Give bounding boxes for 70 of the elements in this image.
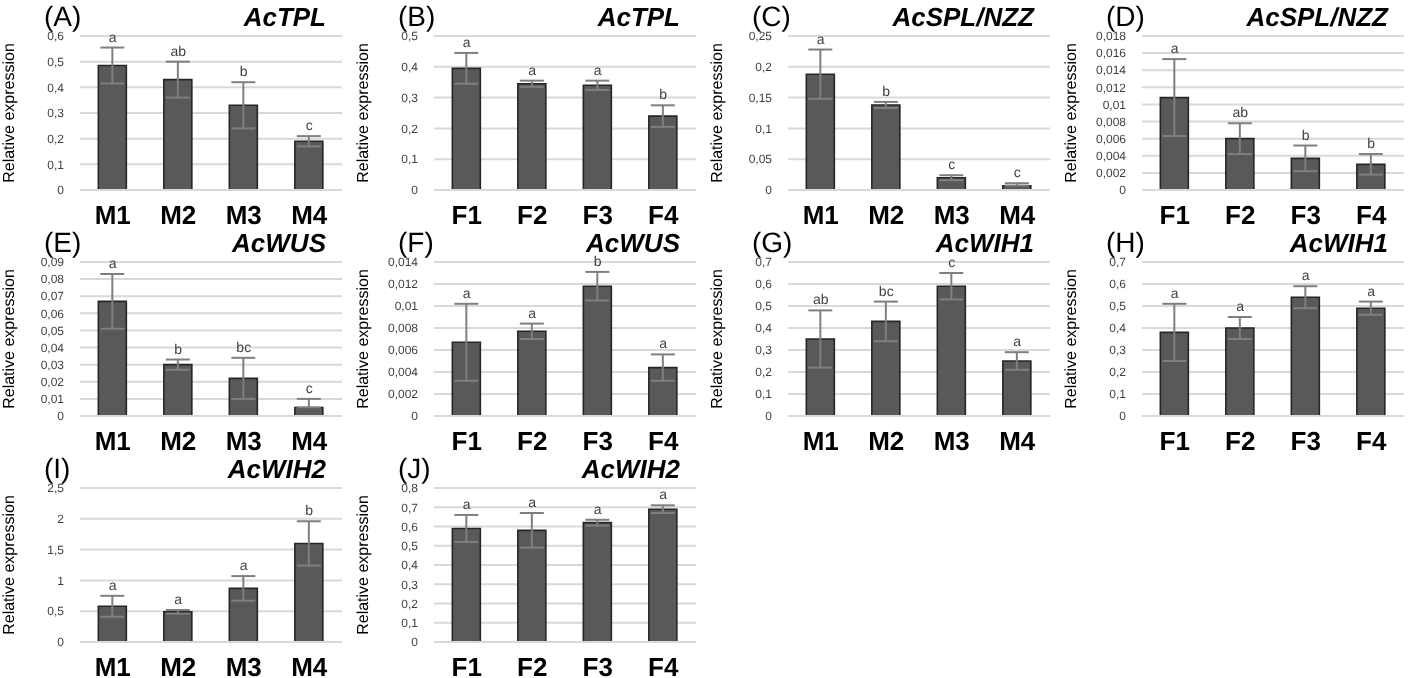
x-tick-label: F1 — [451, 200, 482, 231]
chart-subtitle: AcWUS — [232, 228, 326, 258]
x-tick-label: F1 — [1159, 200, 1190, 231]
x-tick-label: M1 — [802, 200, 839, 231]
x-tick-label: F1 — [1159, 426, 1190, 457]
x-tick-label: F2 — [517, 200, 548, 231]
x-tick-label: F4 — [1356, 426, 1388, 457]
x-tick-label: M1 — [802, 426, 839, 457]
x-tick-label: F2 — [517, 652, 548, 678]
x-tick-label: F4 — [1356, 200, 1388, 231]
chart-subtitle: AcWIH2 — [227, 454, 326, 484]
x-tick-label: M1 — [94, 426, 131, 457]
x-tick-label: F1 — [451, 652, 482, 678]
x-tick-label: F3 — [582, 200, 613, 231]
chart-subtitle: AcSPL/NZZ — [1246, 2, 1388, 32]
x-tick-label: M1 — [94, 652, 131, 678]
chart-subtitle: AcWIH2 — [581, 454, 680, 484]
y-axis-title: Relative expression — [0, 269, 18, 409]
chart-title: (F) — [398, 226, 434, 258]
x-tick-label: F3 — [582, 652, 613, 678]
y-axis-title: Relative expression — [353, 43, 372, 183]
chart-title: (J) — [398, 452, 431, 484]
chart-subtitle: AcSPL/NZZ — [892, 2, 1034, 32]
x-tick-label: F2 — [517, 426, 548, 457]
x-tick-label: M2 — [160, 426, 197, 457]
x-tick-label: M4 — [291, 652, 329, 678]
chart-title: (B) — [398, 0, 436, 32]
y-axis-title: Relative expression — [353, 495, 372, 635]
chart-title: (I) — [44, 452, 71, 484]
chart-title: (G) — [752, 226, 793, 258]
y-axis-title: Relative expression — [0, 43, 18, 183]
x-tick-label: M2 — [868, 200, 905, 231]
chart-title: (D) — [1106, 0, 1145, 32]
x-tick-label: M3 — [225, 200, 262, 231]
x-tick-label: F3 — [1290, 426, 1321, 457]
x-tick-label: M1 — [94, 200, 131, 231]
chart-title: (H) — [1106, 226, 1145, 258]
x-tick-label: M4 — [999, 426, 1037, 457]
x-tick-label: F2 — [1225, 200, 1256, 231]
x-tick-label: M3 — [933, 426, 970, 457]
x-tick-label: M2 — [160, 200, 197, 231]
y-axis-title: Relative expression — [707, 269, 726, 409]
x-tick-label: F1 — [451, 426, 482, 457]
x-tick-label: M3 — [933, 200, 970, 231]
y-axis-title: Relative expression — [0, 495, 18, 635]
x-tick-label: F4 — [648, 426, 680, 457]
y-axis-title: Relative expression — [353, 269, 372, 409]
chart-subtitle: AcWIH1 — [1289, 228, 1388, 258]
y-axis-title: Relative expression — [1061, 43, 1080, 183]
chart-subtitle: AcTPL — [243, 2, 326, 32]
x-tick-label: F3 — [582, 426, 613, 457]
chart-subtitle: AcWIH1 — [935, 228, 1034, 258]
x-tick-label: F4 — [648, 652, 680, 678]
chart-title: (A) — [44, 0, 82, 32]
x-tick-label: M3 — [225, 652, 262, 678]
chart-subtitle: AcWUS — [586, 228, 680, 258]
chart-title: (C) — [752, 0, 791, 32]
x-tick-label: M2 — [868, 426, 905, 457]
x-tick-label: M2 — [160, 652, 197, 678]
chart-subtitle: AcTPL — [597, 2, 680, 32]
chart-title: (E) — [44, 226, 82, 258]
x-tick-label: M4 — [291, 200, 329, 231]
x-tick-label: F2 — [1225, 426, 1256, 457]
x-tick-label: M3 — [225, 426, 262, 457]
x-tick-label: F4 — [648, 200, 680, 231]
x-tick-label: M4 — [999, 200, 1037, 231]
x-tick-label: F3 — [1290, 200, 1321, 231]
y-axis-title: Relative expression — [1061, 269, 1080, 409]
y-axis-title: Relative expression — [707, 43, 726, 183]
x-tick-label: M4 — [291, 426, 329, 457]
